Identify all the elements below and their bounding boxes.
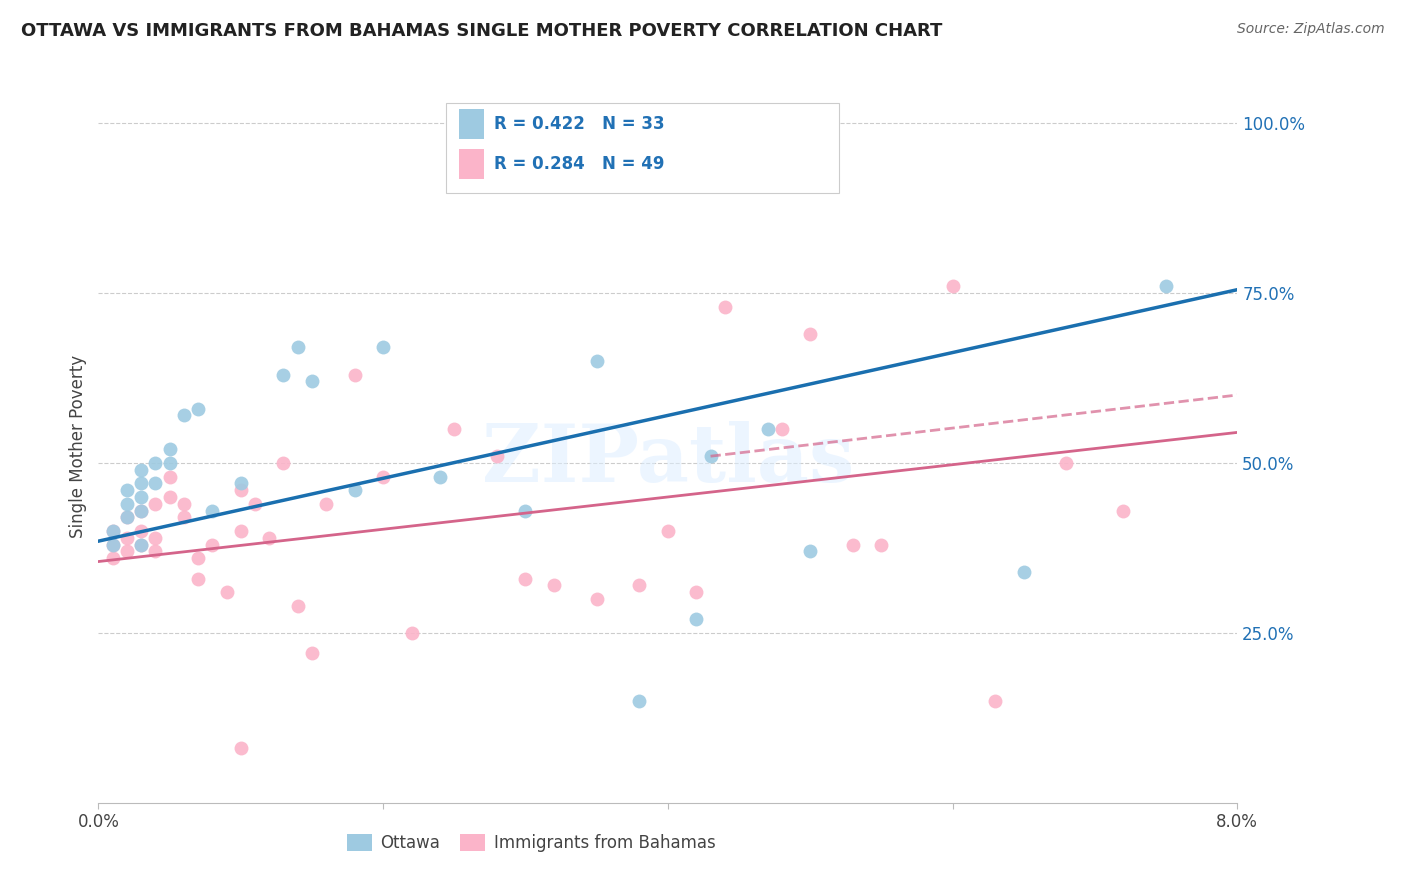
Point — [129, 524, 152, 538]
Point — [145, 497, 167, 511]
Point — [129, 463, 152, 477]
Point — [101, 524, 124, 538]
Point — [301, 646, 323, 660]
Point — [101, 524, 124, 538]
Point — [585, 354, 607, 368]
Point — [145, 531, 167, 545]
Point — [714, 300, 737, 314]
Point — [101, 537, 124, 551]
Point — [942, 279, 965, 293]
Point — [984, 694, 1007, 708]
Point — [543, 578, 565, 592]
FancyBboxPatch shape — [446, 103, 839, 193]
Point — [187, 551, 209, 566]
Point — [756, 422, 779, 436]
Y-axis label: Single Mother Poverty: Single Mother Poverty — [69, 354, 87, 538]
Point — [145, 476, 167, 491]
Point — [486, 449, 509, 463]
Point — [315, 497, 337, 511]
Point — [115, 510, 138, 524]
Point — [685, 612, 707, 626]
Point — [101, 537, 124, 551]
Point — [371, 469, 394, 483]
Point — [273, 368, 295, 382]
Point — [159, 442, 181, 457]
Point — [173, 497, 195, 511]
Point — [301, 375, 323, 389]
Point — [842, 537, 865, 551]
Point — [443, 422, 465, 436]
Legend: Ottawa, Immigrants from Bahamas: Ottawa, Immigrants from Bahamas — [340, 827, 723, 859]
Point — [515, 503, 537, 517]
Point — [229, 524, 252, 538]
Point — [187, 401, 209, 416]
Point — [287, 341, 309, 355]
Point — [585, 591, 607, 606]
Point — [159, 469, 181, 483]
Point — [429, 469, 451, 483]
Point — [129, 537, 152, 551]
Point — [145, 544, 167, 558]
Point — [1056, 456, 1078, 470]
Point — [343, 483, 366, 498]
Point — [770, 422, 793, 436]
Text: OTTAWA VS IMMIGRANTS FROM BAHAMAS SINGLE MOTHER POVERTY CORRELATION CHART: OTTAWA VS IMMIGRANTS FROM BAHAMAS SINGLE… — [21, 22, 942, 40]
Point — [259, 531, 281, 545]
Point — [129, 537, 152, 551]
Text: Source: ZipAtlas.com: Source: ZipAtlas.com — [1237, 22, 1385, 37]
Point — [343, 368, 366, 382]
Point — [401, 626, 423, 640]
Point — [201, 537, 224, 551]
Text: R = 0.422   N = 33: R = 0.422 N = 33 — [494, 115, 664, 133]
Point — [115, 483, 138, 498]
Point — [129, 503, 152, 517]
Point — [215, 585, 238, 599]
Point — [685, 585, 707, 599]
Point — [187, 572, 209, 586]
Point — [115, 531, 138, 545]
Point — [229, 483, 252, 498]
Point — [229, 476, 252, 491]
Point — [173, 409, 195, 423]
Point — [273, 456, 295, 470]
Point — [115, 544, 138, 558]
Point — [657, 524, 679, 538]
Point — [799, 544, 821, 558]
Point — [101, 551, 124, 566]
Point — [1154, 279, 1177, 293]
Point — [628, 694, 651, 708]
Point — [201, 503, 224, 517]
Bar — [460, 149, 485, 179]
Text: ZIPatlas: ZIPatlas — [482, 421, 853, 500]
Point — [173, 510, 195, 524]
Point — [1112, 503, 1135, 517]
Point — [870, 537, 893, 551]
Point — [287, 599, 309, 613]
Point — [129, 476, 152, 491]
Point — [145, 456, 167, 470]
Point — [159, 490, 181, 504]
Point — [1012, 565, 1035, 579]
Point — [115, 510, 138, 524]
Point — [799, 326, 821, 341]
Point — [229, 741, 252, 756]
Point — [115, 497, 138, 511]
Point — [243, 497, 266, 511]
Point — [129, 490, 152, 504]
Point — [371, 341, 394, 355]
Bar — [460, 109, 485, 139]
Point — [628, 578, 651, 592]
Point — [515, 572, 537, 586]
Text: R = 0.284   N = 49: R = 0.284 N = 49 — [494, 155, 664, 173]
Point — [699, 449, 721, 463]
Point — [129, 503, 152, 517]
Point — [159, 456, 181, 470]
